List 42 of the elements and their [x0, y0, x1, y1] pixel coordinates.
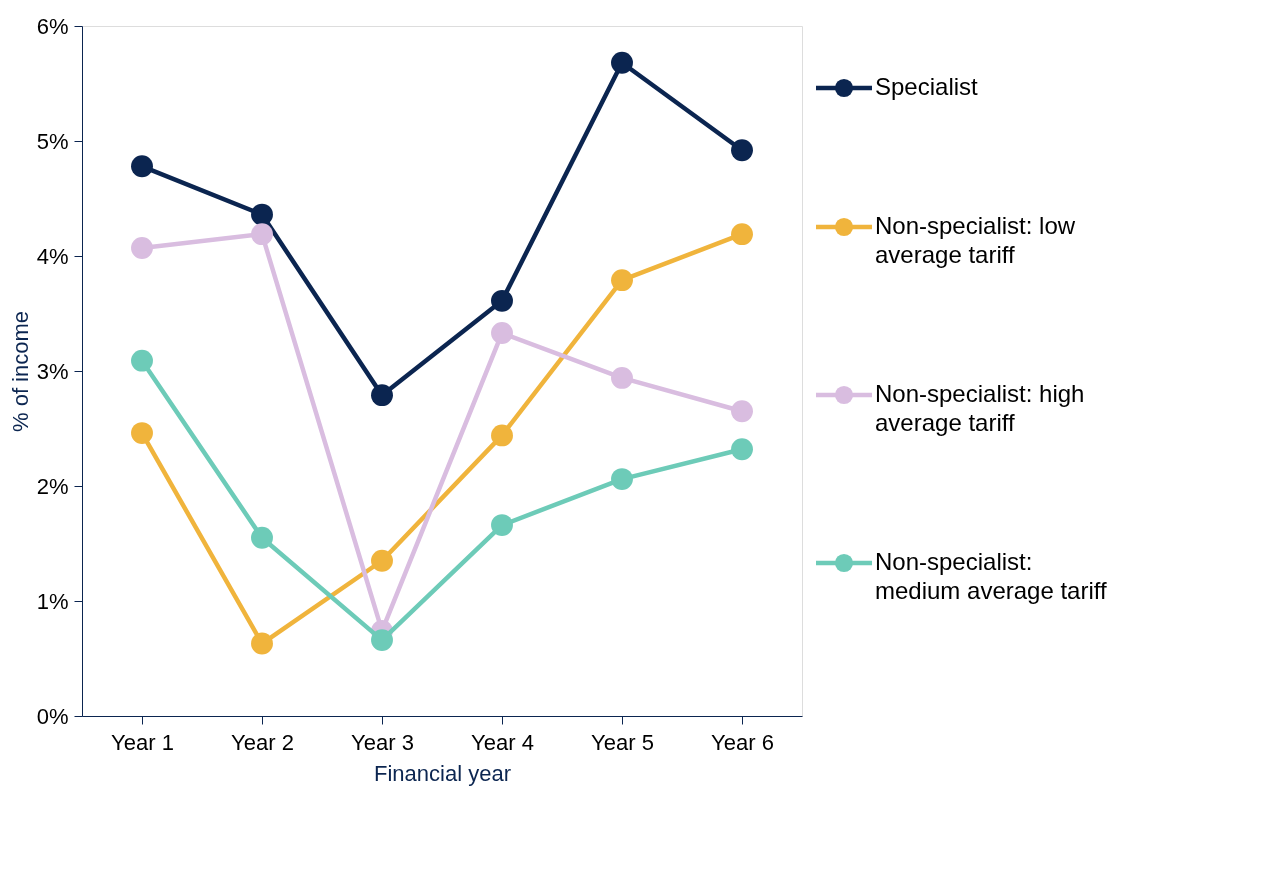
y-tick-label: 4%: [36, 243, 69, 269]
x-tick-label: Year 2: [231, 729, 294, 755]
point: [731, 400, 753, 423]
point: [371, 384, 393, 407]
x-tick-label: Year 6: [711, 729, 774, 755]
point: [131, 422, 153, 445]
point: [731, 223, 753, 246]
point: [731, 438, 753, 461]
point: [491, 424, 513, 447]
point: [731, 139, 753, 162]
y-tick-label: 1%: [36, 588, 69, 614]
point: [131, 237, 153, 259]
y-tick-label: 3%: [36, 358, 69, 384]
legend-label: Non-specialist: low average tariff: [875, 212, 1076, 268]
point: [371, 629, 393, 652]
y-tick-label: 0%: [36, 703, 69, 729]
legend-label: Non-specialist: medium average tariff: [875, 548, 1107, 604]
x-axis-title: Financial year: [374, 760, 511, 786]
legend-label: Specialist: [875, 73, 979, 100]
point: [611, 366, 633, 389]
point: [491, 322, 513, 344]
point: [611, 269, 633, 292]
point: [251, 203, 273, 226]
x-tick-label: Year 1: [111, 729, 174, 755]
point: [251, 223, 273, 246]
y-tick-label: 6%: [36, 13, 69, 39]
point: [131, 155, 153, 178]
point: [251, 526, 273, 549]
legend-label: Non-specialist: high average tariff: [875, 380, 1085, 436]
point: [491, 289, 513, 312]
y-axis-title: % of income: [7, 310, 33, 433]
y-tick-label: 5%: [36, 128, 69, 154]
x-tick-label: Year 5: [591, 729, 654, 755]
x-tick-label: Year 3: [351, 729, 414, 755]
point: [611, 468, 633, 491]
y-tick-label: 2%: [36, 473, 69, 499]
point: [251, 632, 273, 655]
point: [491, 514, 513, 537]
point: [371, 549, 393, 572]
point: [131, 349, 153, 372]
point: [611, 51, 633, 74]
x-tick-label: Year 4: [471, 729, 534, 755]
